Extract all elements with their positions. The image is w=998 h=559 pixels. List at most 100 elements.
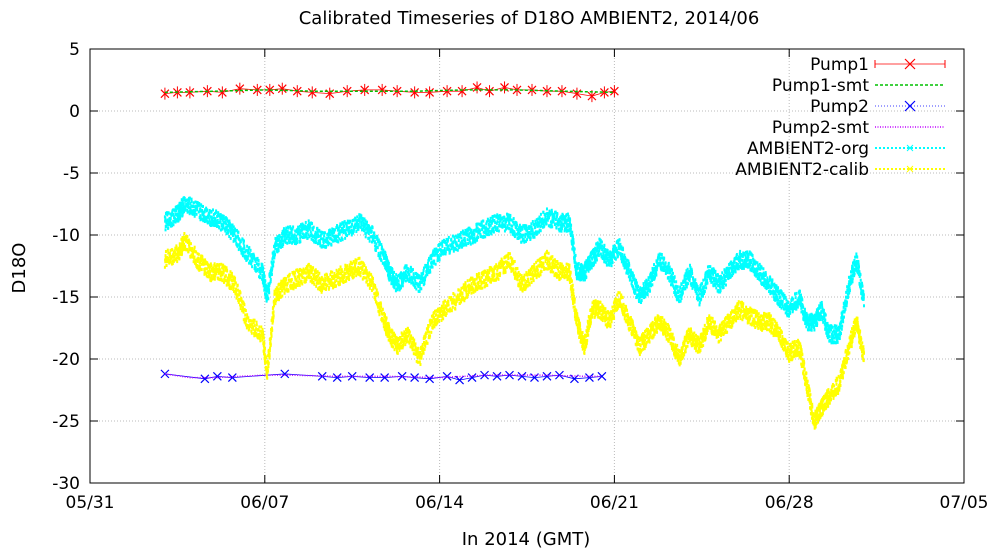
data-point [616, 248, 619, 252]
data-point [534, 219, 537, 223]
data-point [524, 235, 527, 239]
data-point [684, 287, 687, 291]
data-point [370, 240, 373, 244]
data-point [572, 249, 575, 253]
data-point [853, 274, 856, 278]
data-point [169, 249, 172, 253]
data-point [265, 356, 268, 360]
data-point [842, 305, 845, 309]
data-point [756, 268, 759, 272]
data-point [328, 241, 331, 245]
data-point [653, 263, 656, 267]
data-point [265, 373, 268, 377]
data-point [410, 87, 420, 97]
data-point [257, 262, 260, 266]
data-point [232, 287, 235, 291]
data-point [301, 275, 304, 279]
data-point [347, 229, 350, 233]
data-point [168, 261, 171, 265]
data-point [771, 278, 774, 282]
data-point [392, 275, 395, 279]
data-point [372, 239, 375, 243]
data-point [306, 270, 309, 274]
data-point [171, 262, 174, 266]
data-point [804, 310, 807, 314]
data-point [584, 265, 587, 269]
data-point [272, 260, 275, 264]
data-point [625, 262, 628, 266]
data-point [714, 279, 717, 283]
data-point [607, 253, 610, 257]
data-point [418, 283, 421, 287]
data-point [244, 249, 247, 253]
data-point [214, 221, 217, 225]
data-point [263, 342, 266, 346]
data-point [348, 226, 351, 230]
data-point [739, 254, 742, 258]
data-point [188, 240, 191, 244]
data-point [653, 277, 656, 281]
data-point [732, 262, 735, 266]
data-point [827, 334, 830, 338]
data-point [643, 286, 646, 290]
data-point [535, 218, 538, 222]
data-point [266, 376, 269, 380]
data-point [192, 204, 195, 208]
data-point [500, 224, 503, 228]
data-point [245, 248, 248, 252]
data-point [744, 257, 747, 261]
data-point [610, 264, 613, 268]
data-point [847, 289, 850, 293]
data-point [637, 285, 640, 289]
data-point [366, 223, 369, 227]
data-point [809, 313, 812, 317]
data-point [168, 254, 171, 258]
data-point [170, 214, 173, 218]
data-point [253, 324, 256, 328]
data-point [216, 221, 219, 225]
data-point [342, 231, 345, 235]
data-point [486, 233, 489, 237]
data-point [467, 242, 470, 246]
data-point [401, 284, 404, 288]
data-point [555, 226, 558, 230]
data-point [420, 275, 423, 279]
data-point [823, 316, 826, 320]
data-point [606, 256, 609, 260]
data-point [296, 268, 299, 272]
data-point [357, 222, 360, 226]
data-point [699, 289, 702, 293]
data-point [213, 277, 216, 281]
data-point [816, 322, 819, 326]
data-point [196, 259, 199, 263]
data-point [495, 227, 498, 231]
data-point [444, 250, 447, 254]
data-point [251, 259, 254, 263]
data-point [313, 282, 316, 286]
data-point [178, 257, 181, 261]
data-point [590, 253, 593, 257]
data-point [694, 278, 697, 282]
data-point [358, 219, 361, 223]
data-point [191, 212, 194, 216]
data-point [234, 239, 237, 243]
data-point [225, 279, 228, 283]
data-point [523, 226, 526, 230]
data-point [466, 233, 469, 237]
data-point [425, 374, 435, 384]
data-point [275, 243, 278, 247]
data-point [628, 263, 631, 267]
data-point [663, 264, 666, 268]
data-point [212, 274, 215, 278]
data-point [425, 271, 428, 275]
data-point [507, 213, 510, 217]
data-point [360, 228, 363, 232]
data-point [542, 222, 545, 226]
data-point [813, 326, 816, 330]
data-point [796, 302, 799, 306]
data-point [378, 256, 381, 260]
data-point [407, 267, 410, 271]
data-point [840, 321, 843, 325]
data-point [287, 239, 290, 243]
data-point [301, 235, 304, 239]
